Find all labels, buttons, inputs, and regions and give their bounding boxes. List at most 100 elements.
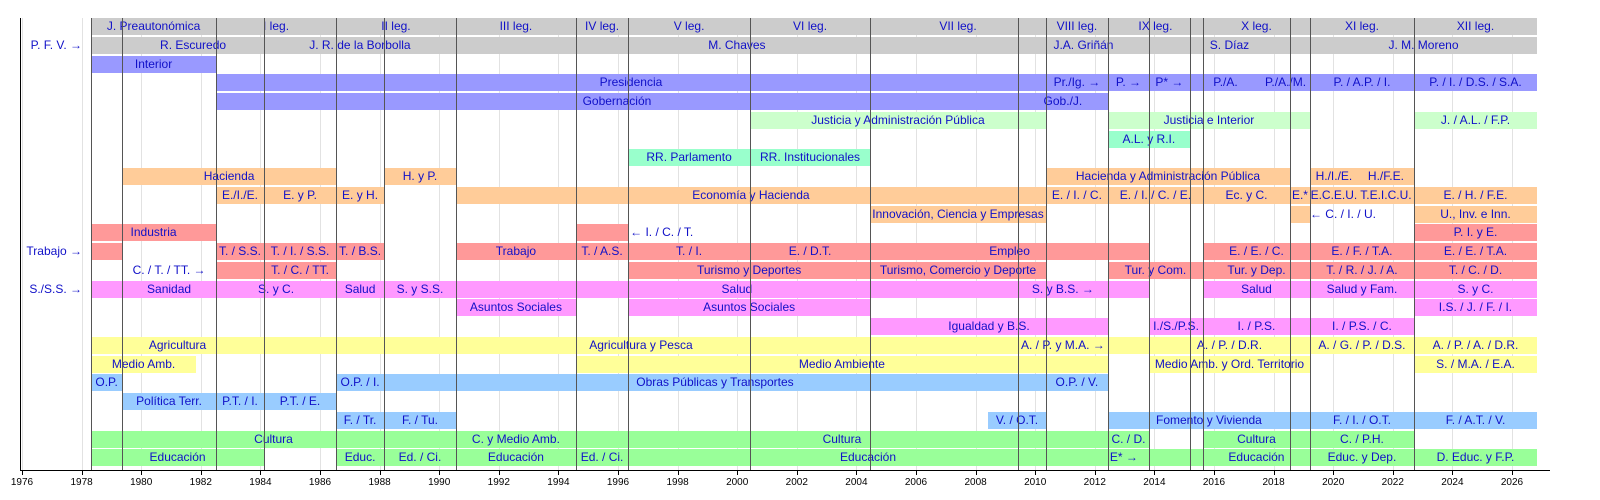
educacion-segment: Educ. (336, 449, 385, 467)
segment-label: J.A. Griñán (1053, 37, 1114, 52)
cultura-segment: Cultura (91, 430, 456, 448)
transition-line (384, 18, 385, 470)
segment-label: S. y C. (1457, 281, 1494, 296)
rr-institucionales-segment: RR. Institucionales (750, 149, 871, 167)
igualdad-segment: I. / P.S. / C. (1309, 318, 1414, 335)
segment-label: Trabajo (495, 244, 537, 258)
x-tick (81, 471, 83, 475)
cultura-segment: C. / P.H. (1309, 430, 1414, 448)
segment-label: ← C. / I. / U. (1309, 206, 1376, 221)
trabajo-segment: T. / A.S. (575, 243, 629, 260)
segment-label: Justicia e Interior (1163, 112, 1255, 127)
x-tick (1154, 471, 1156, 475)
segment-label: T. / I. / S.S. (270, 244, 330, 258)
segment-label: Educación (149, 450, 206, 465)
segment-label: Asuntos Sociales (703, 300, 796, 315)
segment-label: III leg. (499, 19, 533, 33)
year-gridline (22, 18, 23, 470)
transition-line (216, 18, 217, 470)
segment-label: VII leg. (939, 19, 977, 33)
x-tick (916, 471, 917, 475)
fomento-segment: F. / A.T. / V. (1413, 411, 1538, 429)
transition-line (1414, 18, 1415, 470)
x-tick-label: 2010 (1024, 477, 1047, 488)
x-tick-label: 1984 (249, 477, 272, 488)
cultura-segment: Cultura (1202, 430, 1310, 448)
segment-label: A. / P. / A. / D.R. (1432, 337, 1519, 352)
segment-label: S. / M.A. / E.A. (1436, 356, 1515, 371)
x-tick-label: 2008 (964, 477, 987, 488)
x-tick-label: 2026 (1500, 477, 1524, 488)
segment-label: T. / C. / TT. (271, 262, 329, 277)
segment-label: T. / B.S. (339, 244, 382, 258)
segment-label: E. y H. (342, 187, 379, 202)
sanidad-segment: Salud y Fam. (1309, 280, 1414, 298)
fomento-segment: F. / Tu. (384, 411, 456, 429)
x-tick-label: 2020 (1322, 477, 1345, 488)
sanidad-segment (91, 280, 123, 298)
segment-label: II leg. (381, 19, 411, 33)
x-tick-label: 1980 (130, 477, 153, 488)
hacienda-segment: Hacienda (122, 168, 337, 185)
segment-label: C. / D. (1111, 431, 1146, 446)
segment-label: S. Díaz (1209, 37, 1250, 52)
sanidad-segment: S. y B.S. → (1017, 280, 1108, 298)
x-tick (1094, 471, 1096, 475)
asuntos-sociales-segment: I.S. / J. / F. / I. (1413, 299, 1538, 317)
x-tick (379, 471, 381, 475)
segment-label: T. / I. (676, 244, 703, 258)
presidents-left-label: P. F. V. → (30, 37, 82, 52)
agricultura-segment: Agricultura (91, 336, 264, 354)
educacion-segment: Educación (1202, 449, 1310, 467)
legislatures-segment: XII leg. (1413, 18, 1538, 35)
gobernacion-segment: Gob./J. (1017, 93, 1108, 110)
x-tick-label: 2016 (1202, 477, 1226, 488)
x-tick-label: 1992 (487, 477, 510, 488)
segment-label: Educación (487, 450, 544, 465)
segment-label: Ed. / Ci. (580, 450, 624, 465)
industria-segment: P. I. y E. (1413, 224, 1538, 242)
fomento-segment: Fomento y Vivienda (1107, 411, 1310, 429)
economia-segment: E. y P. (263, 186, 337, 204)
segment-label: E. / I. / C. / E. (1119, 187, 1192, 202)
segment-label: Fomento y Vivienda (1156, 412, 1262, 427)
turismo-segment (215, 261, 264, 279)
segment-label: Gobernación (582, 94, 652, 108)
economia-segment: E. y H. (336, 186, 385, 204)
segment-label: I./S./P.S. (1153, 319, 1199, 333)
legislatures-segment: V leg. (628, 18, 750, 35)
obras-publicas-segment: Obras Públicas y Transportes (384, 374, 1046, 392)
economia-segment: E. / I. / C. (1045, 186, 1108, 204)
economia-segment: Ec. y C. (1202, 186, 1290, 204)
presidents-segment: S. Díaz (1149, 36, 1310, 54)
x-tick (1214, 471, 1215, 475)
presidents-segment: R. Escuredo (122, 36, 264, 54)
segment-label: C. y Medio Amb. (471, 431, 560, 446)
segment-label: P./A./M. (1264, 75, 1307, 90)
segment-label: I. / P.S. / C. (1332, 319, 1392, 333)
segment-label: Educ. (344, 450, 376, 465)
turismo-segment: C. / T. / TT. → (122, 262, 216, 279)
x-tick (141, 471, 143, 475)
presidencia-segment: P./A./M. (1261, 74, 1310, 92)
sanidad-segment: Salud (1202, 280, 1310, 298)
justicia-segment: J. / A.L. / F.P. (1413, 111, 1538, 129)
segment-label: X leg. (1241, 19, 1272, 33)
segment-label: P.T. / E. (279, 394, 321, 408)
agricultura-segment: A. / P. / D.R. (1149, 336, 1310, 354)
obras-publicas-segment: O.P. / V. (1045, 374, 1108, 392)
segment-label: Obras Públicas y Transportes (636, 375, 794, 390)
legislatures-segment: IV leg. (575, 18, 629, 35)
economia-segment: E./I./E. (215, 186, 264, 204)
segment-label: T. / C. / D. (1448, 262, 1503, 277)
trabajo-segment: T. / I. / S.S. (263, 243, 337, 260)
x-tick-label: 1982 (189, 477, 212, 488)
segment-label: O.P. / V. (1055, 375, 1099, 390)
segment-label: Salud y Fam. (1326, 281, 1398, 296)
presidencia-segment: P./A. (1189, 74, 1262, 92)
hacienda-segment: H./I./E. (1309, 168, 1358, 185)
sanidad-segment: Sanidad (122, 280, 216, 298)
legislatures-segment: I leg. (215, 18, 337, 35)
segment-label: IV leg. (585, 19, 620, 33)
segment-label: Igualdad y B.S. (948, 319, 1030, 333)
